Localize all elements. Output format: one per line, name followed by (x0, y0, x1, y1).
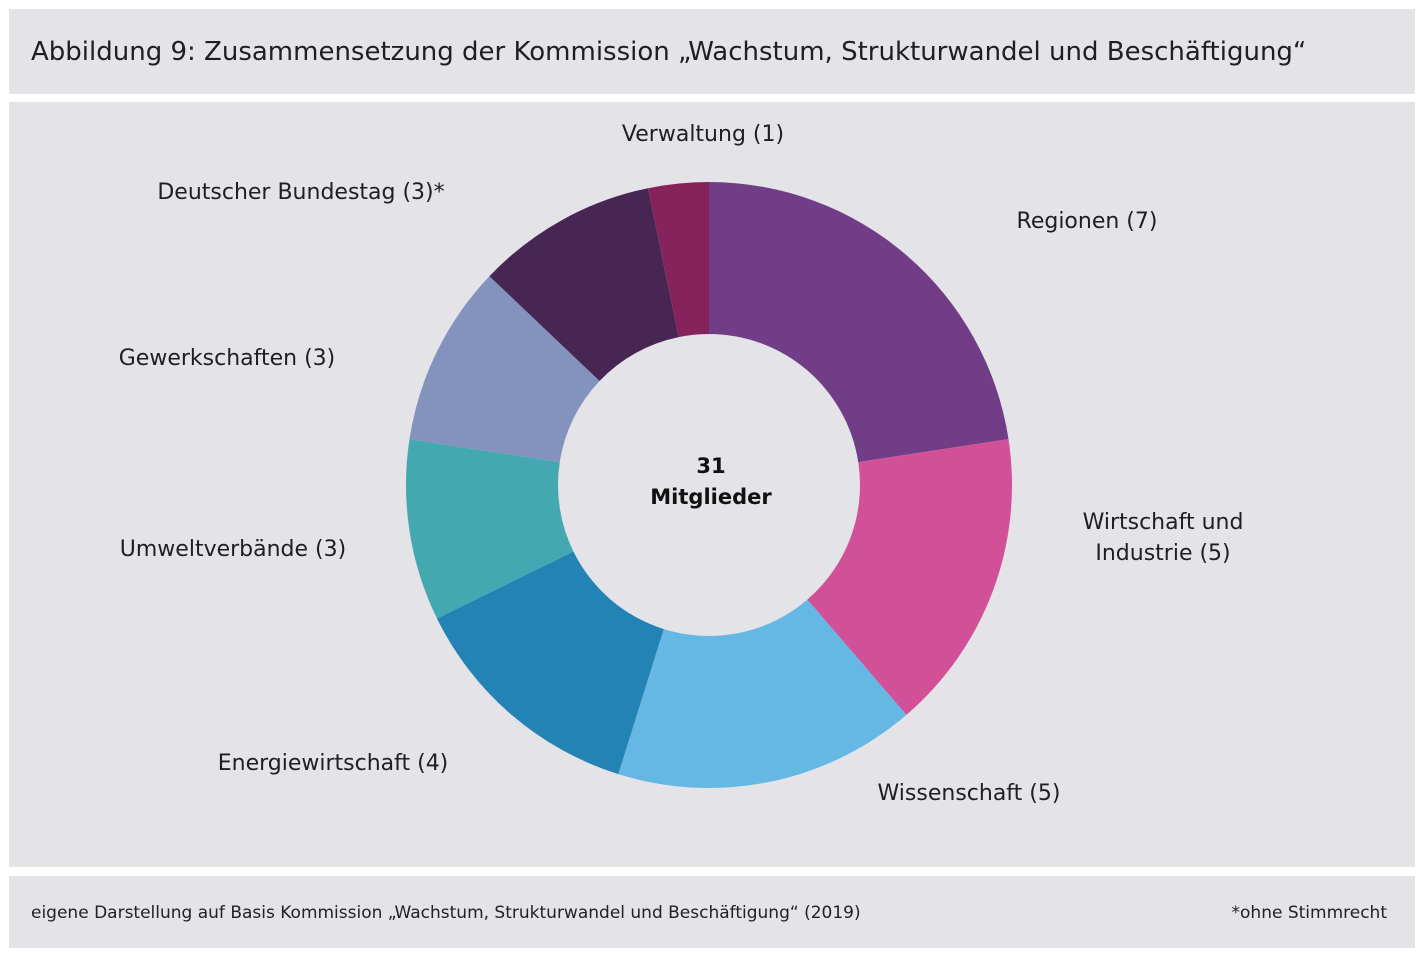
donut-center-label: 31 Mitglieder (650, 454, 772, 509)
donut-slice-8 (648, 182, 709, 338)
donut-slice-5 (405, 439, 574, 619)
donut-slice-1 (709, 182, 1009, 463)
source-note: eigene Darstellung auf Basis Kommission … (31, 903, 861, 923)
donut-slice-3 (618, 599, 907, 788)
chart-title: Abbildung 9: Zusammensetzung der Kommiss… (31, 37, 1307, 67)
donut-slice-4 (436, 551, 664, 775)
slice-label-3: Wissenschaft (5) (878, 781, 1061, 806)
slice-label-6: Gewerkschaften (3) (119, 346, 336, 371)
slice-label-5: Umweltverbände (3) (120, 537, 346, 562)
donut-slice-2 (807, 439, 1013, 715)
slice-label-8: Verwaltung (1) (622, 122, 784, 147)
title-panel: Abbildung 9: Zusammensetzung der Kommiss… (9, 9, 1415, 94)
footer-panel: eigene Darstellung auf Basis Kommission … (9, 876, 1415, 948)
slice-label-2: Wirtschaft und Industrie (5) (1083, 510, 1244, 566)
donut-chart: Regionen (7) Wirtschaft und Industrie (5) W… (119, 122, 1244, 806)
donut-slice-7 (489, 188, 679, 381)
slice-label-4: Energiewirtschaft (4) (218, 751, 449, 776)
donut-slice-6 (409, 276, 600, 463)
footnote: *ohne Stimmrecht (1231, 903, 1387, 923)
slice-label-1: Regionen (7) (1017, 209, 1158, 234)
chart-panel: Regionen (7) Wirtschaft und Industrie (5) W… (9, 102, 1415, 867)
slice-label-7: Deutscher Bundestag (3)* (157, 180, 444, 205)
